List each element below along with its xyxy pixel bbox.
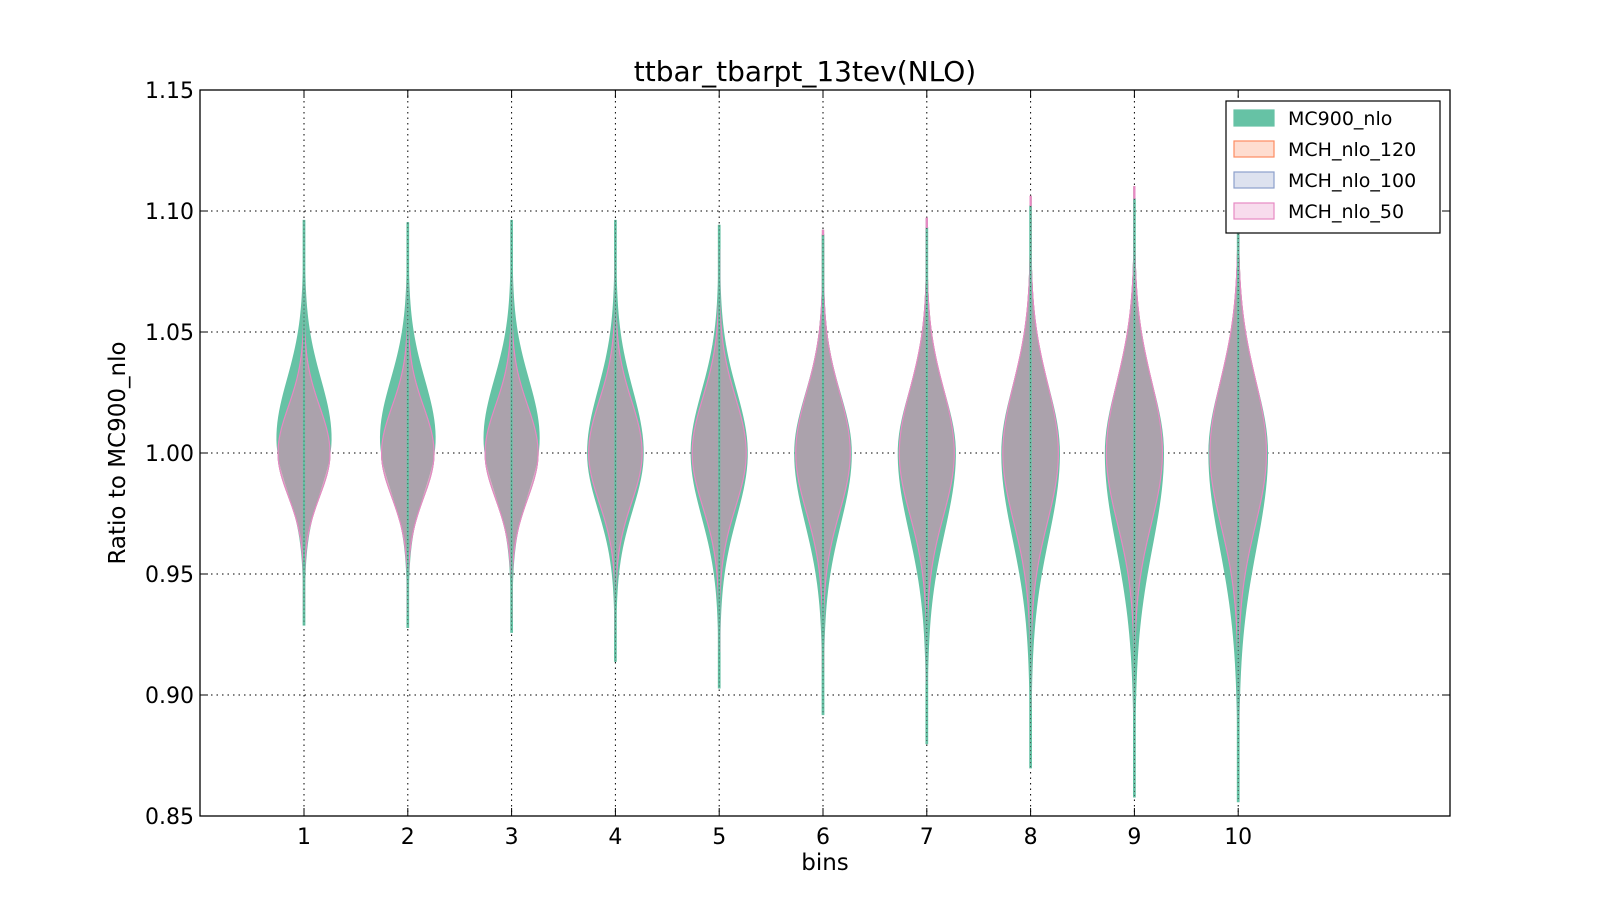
legend-swatch-mch-nlo-50	[1233, 202, 1275, 220]
y-tick-label: 0.85	[145, 805, 194, 830]
legend-label-mc900-nlo: MC900_nlo	[1288, 108, 1392, 130]
legend-label-mch-nlo-120: MCH_nlo_120	[1288, 139, 1416, 161]
violins	[276, 181, 1269, 803]
axis-ticks: 0.85 0.90 0.95 1.00 1.05 1.10 1.15 1 2 3 4 5 6 7 8 9 10	[145, 79, 1450, 850]
legend-swatch-mch-nlo-120	[1233, 140, 1275, 158]
legend-label-mch-nlo-100: MCH_nlo_100	[1288, 170, 1416, 192]
legend-label-mch-nlo-50: MCH_nlo_50	[1288, 201, 1404, 223]
legend: MC900_nlo MCH_nlo_120 MCH_nlo_100 MCH_nlo_5…	[1225, 100, 1441, 234]
x-tick-label: 7	[920, 825, 934, 850]
y-tick-label: 0.90	[145, 684, 194, 709]
x-tick-label: 6	[816, 825, 830, 850]
y-tick-label: 1.10	[145, 200, 194, 225]
x-tick-label: 2	[401, 825, 415, 850]
x-axis-title: bins	[801, 850, 849, 876]
x-tick-label: 5	[712, 825, 726, 850]
x-tick-label: 4	[608, 825, 622, 850]
y-tick-label: 0.95	[145, 563, 194, 588]
chart-title: ttbar_tbarpt_13tev(NLO)	[634, 55, 976, 88]
x-tick-label: 8	[1024, 825, 1038, 850]
y-axis-title: Ratio to MC900_nlo	[105, 341, 131, 564]
x-tick-label: 9	[1127, 825, 1141, 850]
y-tick-label: 1.05	[145, 321, 194, 346]
legend-swatch-mc900-nlo	[1233, 109, 1275, 127]
y-tick-label: 1.15	[145, 79, 194, 104]
y-tick-label: 1.00	[145, 442, 194, 467]
x-tick-label: 10	[1224, 825, 1252, 850]
x-tick-label: 1	[297, 825, 311, 850]
x-tick-label: 3	[505, 825, 519, 850]
legend-swatch-mch-nlo-100	[1233, 171, 1275, 189]
